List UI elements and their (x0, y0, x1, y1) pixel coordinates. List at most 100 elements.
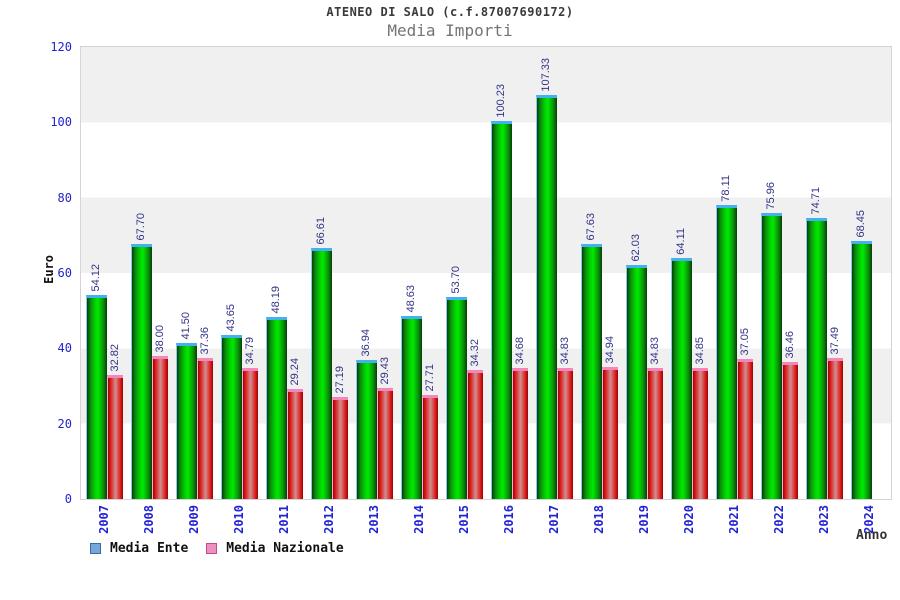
bar-value-label: 34.85 (694, 337, 706, 365)
bar-media-ente-2009 (176, 343, 197, 499)
y-tick-label: 120 (50, 40, 72, 54)
bar-media-ente-2010 (221, 335, 242, 499)
chart-title: ATENEO DI SALO (c.f.87007690172) (326, 5, 574, 19)
bar-value-label: 34.32 (469, 339, 481, 367)
bar-media-ente-2008 (131, 244, 152, 499)
bar-group-2024: 68.45 (846, 47, 891, 499)
bar-value-label: 74.71 (810, 187, 822, 215)
bar-media-ente-2018 (581, 244, 602, 499)
y-tick-label: 0 (64, 492, 72, 506)
bars-layer: 54.12 32.82 67.70 38.00 41.50 37.36 43.65 34.79… (81, 47, 891, 499)
bar-media-nazionale-2017 (557, 368, 573, 499)
x-tick-label-2014: 2014 (412, 505, 426, 534)
bar-media-nazionale-2011 (287, 389, 303, 499)
bar-value-label: 34.68 (514, 337, 526, 365)
y-tick-label: 20 (57, 416, 72, 431)
bar-group-2013: 36.94 29.43 (351, 47, 396, 499)
bar-value-label: 43.65 (225, 304, 237, 332)
bar-value-label: 107.33 (540, 58, 552, 92)
bar-value-label: 100.23 (495, 84, 507, 118)
bar-value-label: 64.11 (675, 228, 687, 255)
bar-media-ente-2007 (86, 295, 107, 499)
bar-group-2009: 41.50 37.36 (171, 47, 216, 499)
bar-group-2020: 64.11 34.85 (666, 47, 711, 499)
bar-media-ente-2019 (626, 265, 647, 499)
bar-value-label: 36.94 (360, 329, 372, 357)
bar-group-2011: 48.19 29.24 (261, 47, 306, 499)
bar-group-2008: 67.70 38.00 (126, 47, 171, 499)
x-tick-label-2016: 2016 (502, 505, 516, 534)
bar-value-label: 37.36 (199, 327, 211, 355)
x-tick-label-2013: 2013 (367, 505, 381, 534)
bar-group-2014: 48.63 27.71 (396, 47, 441, 499)
bar-group-2021: 78.11 37.05 (711, 47, 756, 499)
x-tick-label-2010: 2010 (232, 505, 246, 534)
bar-media-nazionale-2020 (692, 368, 708, 499)
bar-media-ente-2022 (761, 213, 782, 499)
bar-value-label: 67.70 (135, 213, 147, 241)
bar-value-label: 27.71 (424, 364, 436, 392)
bar-media-ente-2014 (401, 316, 422, 499)
bar-media-ente-2021 (716, 205, 737, 499)
bar-media-ente-2017 (536, 95, 557, 499)
bar-value-label: 29.24 (289, 358, 301, 386)
legend-swatch-media-nazionale (206, 543, 218, 554)
x-tick-label-2009: 2009 (187, 505, 201, 534)
bar-media-nazionale-2021 (737, 359, 753, 499)
bar-value-label: 34.94 (604, 336, 616, 364)
legend-swatch-media-ente (90, 543, 101, 554)
x-axis-title: Anno (856, 528, 888, 543)
bar-media-nazionale-2008 (152, 356, 168, 499)
bar-value-label: 48.63 (405, 285, 417, 313)
bar-media-nazionale-2015 (467, 370, 483, 499)
bar-value-label: 27.19 (334, 366, 346, 394)
y-tick-label: 40 (57, 341, 72, 356)
x-tick-label-2021: 2021 (727, 505, 741, 534)
y-tick-label: 100 (50, 115, 72, 130)
bar-group-2022: 75.96 36.46 (756, 47, 801, 499)
legend-label-media-nazionale: Media Nazionale (226, 541, 344, 556)
bar-media-nazionale-2007 (107, 375, 123, 499)
y-tick-label: 60 (57, 266, 72, 280)
bar-value-label: 53.70 (450, 266, 462, 294)
bar-media-nazionale-2012 (332, 397, 348, 499)
chart-subtitle: Media Importi (387, 21, 513, 40)
bar-value-label: 29.43 (379, 357, 391, 385)
bar-value-label: 78.11 (720, 175, 732, 202)
bar-media-nazionale-2010 (242, 368, 258, 499)
bar-value-label: 67.63 (585, 213, 597, 241)
bar-group-2007: 54.12 32.82 (81, 47, 126, 499)
x-tick-label-2022: 2022 (772, 505, 786, 534)
bar-media-ente-2011 (266, 317, 287, 499)
x-tick-label-2012: 2012 (322, 505, 336, 534)
bar-value-label: 62.03 (630, 234, 642, 262)
bar-group-2010: 43.65 34.79 (216, 47, 261, 499)
bar-group-2023: 74.71 37.49 (801, 47, 846, 499)
bar-media-nazionale-2023 (827, 358, 843, 499)
bar-media-nazionale-2016 (512, 368, 528, 499)
bar-group-2016: 100.23 34.68 (486, 47, 531, 499)
bar-value-label: 48.19 (270, 286, 282, 314)
bar-media-ente-2023 (806, 218, 827, 499)
bar-value-label: 75.96 (765, 182, 777, 210)
x-tick-label-2019: 2019 (637, 505, 651, 534)
x-tick-label-2007: 2007 (97, 505, 111, 534)
x-tick-label-2011: 2011 (277, 505, 291, 534)
legend-label-media-ente: Media Ente (110, 541, 189, 556)
bar-media-ente-2016 (491, 121, 512, 499)
bar-value-label: 34.83 (649, 337, 661, 365)
bar-value-label: 68.45 (855, 210, 867, 238)
bar-value-label: 37.49 (829, 327, 841, 355)
bar-value-label: 34.79 (244, 337, 256, 365)
bar-value-label: 36.46 (784, 331, 796, 359)
plot-area: 54.12 32.82 67.70 38.00 41.50 37.36 43.65 34.79… (80, 46, 892, 500)
bar-media-ente-2020 (671, 258, 692, 499)
bar-value-label: 54.12 (90, 264, 102, 292)
x-tick-label-2008: 2008 (142, 505, 156, 534)
x-tick-label-2015: 2015 (457, 505, 471, 534)
bar-group-2017: 107.33 34.83 (531, 47, 576, 499)
bar-value-label: 38.00 (154, 325, 166, 353)
x-tick-label-2020: 2020 (682, 505, 696, 534)
x-tick-label-2024: 2024 (862, 505, 876, 534)
bar-media-ente-2024 (851, 241, 872, 499)
